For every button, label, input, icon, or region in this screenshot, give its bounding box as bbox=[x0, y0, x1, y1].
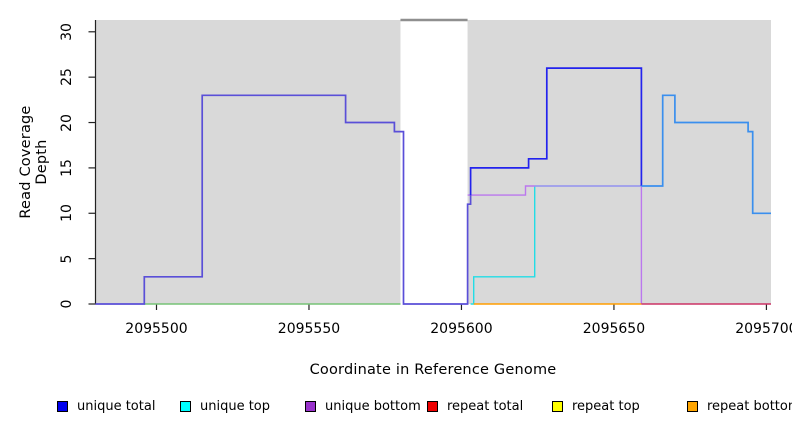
series-unique-total-right bbox=[641, 94, 771, 215]
series-unique-total-left bbox=[95, 94, 472, 305]
y-tick-label: 0 bbox=[59, 299, 75, 309]
x-tick-label: 2095650 bbox=[582, 321, 646, 337]
covered-region-right bbox=[467, 20, 771, 304]
x-axis-title: Coordinate in Reference Genome bbox=[309, 362, 557, 378]
y-tick-label: 30 bbox=[59, 22, 75, 41]
x-tick-label: 2095500 bbox=[125, 321, 188, 337]
covered-region-left bbox=[95, 20, 401, 304]
x-tick-label: 2095550 bbox=[277, 321, 341, 337]
y-tick-label: 5 bbox=[59, 254, 75, 264]
y-axis-title: Read Coverage Depth bbox=[18, 105, 50, 219]
series-unique-total-mid bbox=[469, 67, 643, 196]
series-unique-bottom bbox=[467, 185, 643, 304]
y-tick-label: 20 bbox=[59, 113, 75, 132]
series-unique-top bbox=[470, 186, 536, 305]
y-tick-label: 25 bbox=[59, 68, 75, 87]
x-tick-label: 2095600 bbox=[430, 321, 493, 337]
y-tick-label: 10 bbox=[59, 204, 75, 223]
x-tick-label: 2095700 bbox=[735, 321, 792, 337]
y-tick-label: 15 bbox=[59, 158, 75, 177]
